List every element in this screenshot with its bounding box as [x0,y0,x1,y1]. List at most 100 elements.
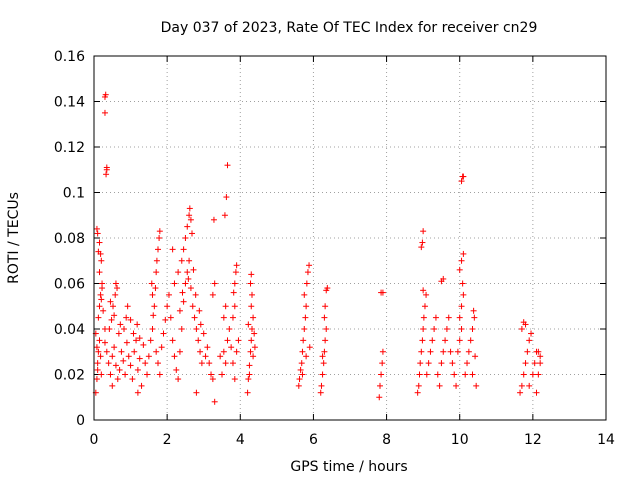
x-tick-label: 2 [163,432,172,448]
data-point [235,337,242,344]
data-point [220,348,227,355]
data-point [97,353,104,360]
data-point [211,398,218,405]
data-point [429,337,436,344]
data-point [449,360,456,367]
data-point [537,360,544,367]
data-point [217,353,224,360]
data-point [118,348,125,355]
data-point [518,326,525,332]
data-point [246,362,253,369]
data-point [115,330,122,337]
data-point [299,348,306,355]
data-point [458,178,465,185]
data-point [129,376,136,383]
data-point [317,389,324,396]
data-point [175,269,182,276]
x-tick-label: 4 [236,432,245,448]
data-point [103,164,110,171]
data-point [465,348,472,355]
data-point [97,291,104,298]
data-point [467,337,474,344]
data-point [184,269,191,276]
data-point [379,289,386,296]
data-point [322,303,329,310]
data-point [456,314,463,321]
data-point [469,371,476,378]
data-point [180,246,187,253]
data-point [458,257,465,264]
data-point [303,353,310,360]
data-point [184,223,191,230]
data-point [304,269,311,276]
data-point [296,376,303,383]
data-point [148,280,155,287]
data-point [321,348,328,355]
data-point [171,353,178,360]
data-point [153,269,160,276]
data-point [122,371,129,378]
data-point [176,348,183,355]
data-point [111,344,118,351]
data-point [109,353,116,360]
data-point [432,314,439,321]
data-point [187,285,194,292]
data-point [96,303,103,310]
y-tick-label: 0.06 [54,277,85,293]
data-point [186,257,193,264]
data-point [149,326,156,332]
data-point [469,326,476,332]
data-point [197,321,204,328]
data-point [204,344,211,351]
data-point [299,371,306,378]
data-point [420,228,427,235]
data-point [529,371,536,378]
data-point [98,257,105,264]
data-point [425,360,432,367]
data-point [522,321,529,328]
data-point [420,326,427,332]
data-point [233,262,240,269]
data-point [95,314,102,321]
data-point [445,314,452,321]
data-point [537,353,544,360]
data-point [192,291,199,298]
data-point [453,382,460,389]
data-point [443,326,450,332]
data-point [462,371,469,378]
data-point [125,353,132,360]
data-point [136,355,143,362]
data-point [153,348,160,355]
data-point [222,360,229,367]
data-points [92,91,544,405]
data-point [202,353,209,360]
data-point [224,162,231,169]
data-point [245,321,252,328]
data-point [208,371,215,378]
data-point [420,314,427,321]
data-point [232,269,239,276]
data-point [160,330,167,337]
x-tick-label: 14 [597,432,615,448]
data-point [117,321,124,328]
data-point [186,205,193,212]
data-point [460,173,467,180]
data-point [244,389,251,396]
grid-lines [94,56,606,420]
data-point [98,296,105,303]
data-point [456,337,463,344]
data-point [94,366,101,373]
data-point [206,360,213,367]
data-point [301,291,308,298]
data-point [245,376,252,383]
data-point [247,348,254,355]
data-point [458,303,465,310]
data-point [250,314,257,321]
data-point [147,337,154,344]
data-point [149,291,156,298]
data-point [123,339,130,346]
data-point [195,337,202,344]
data-point [198,360,205,367]
y-tick-label: 0.08 [54,231,85,247]
